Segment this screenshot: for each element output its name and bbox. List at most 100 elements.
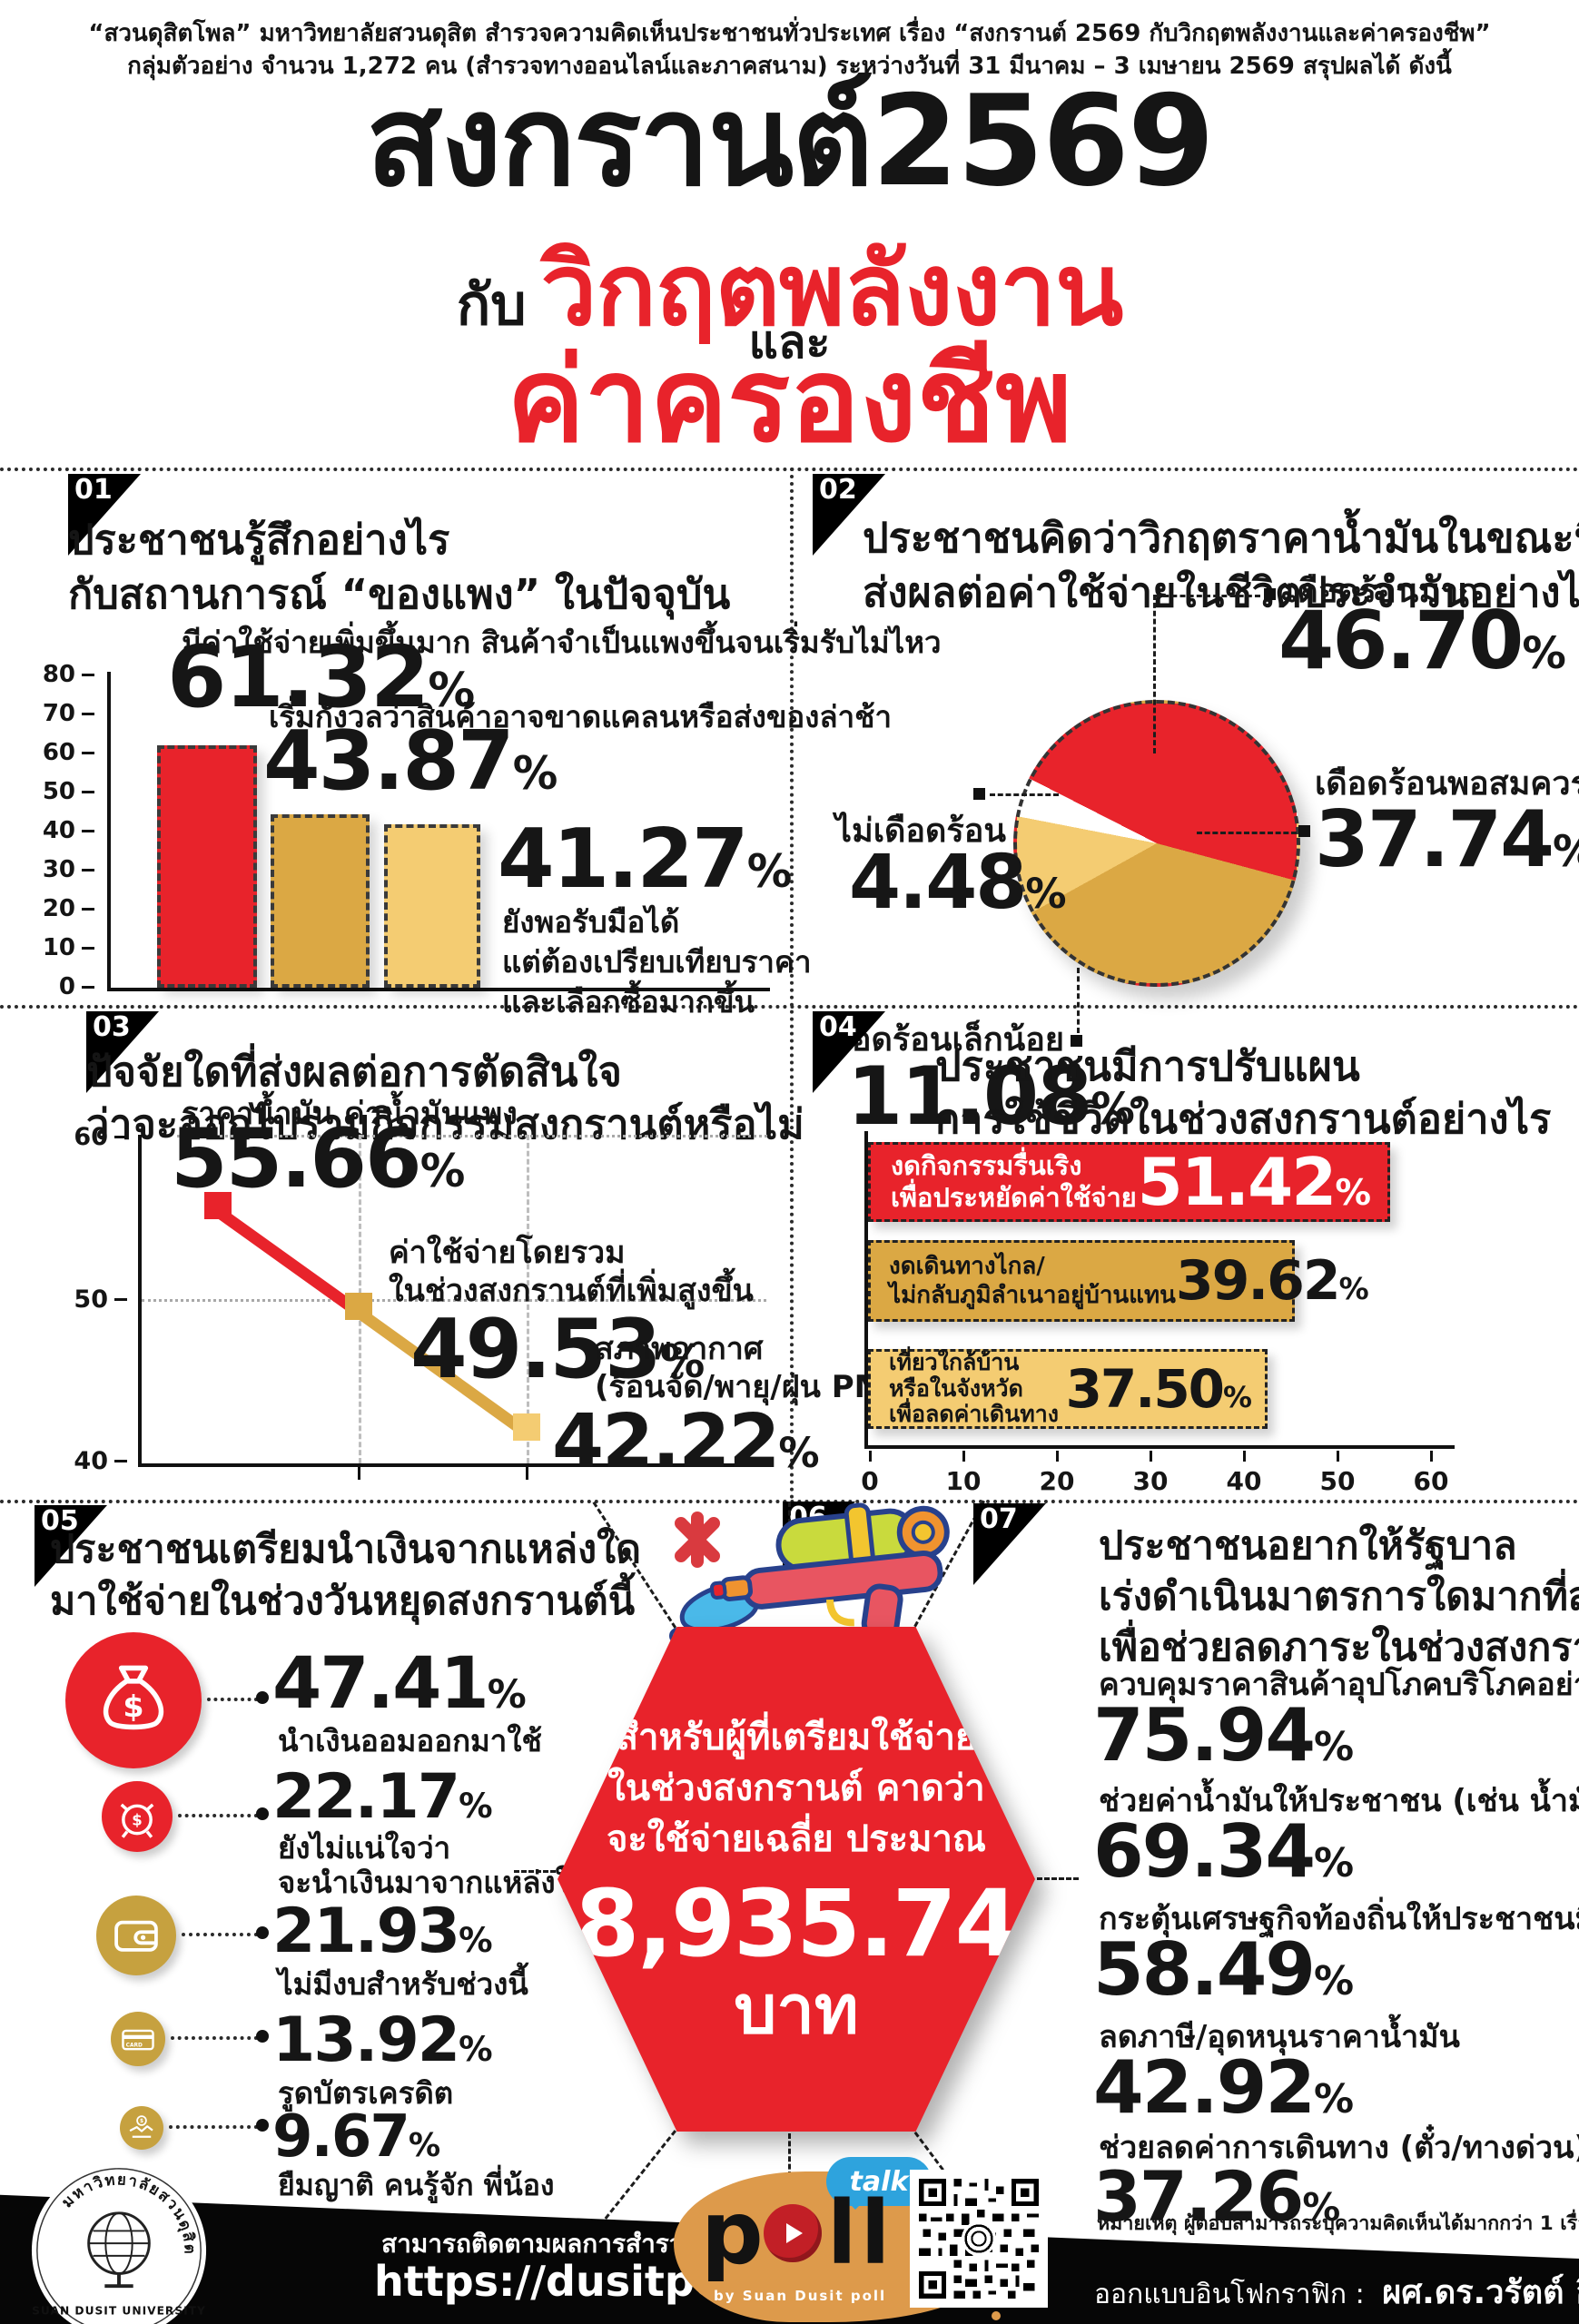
s04-bar1-label-line2: เพื่อประหยัดค่าใช้จ่าย	[891, 1182, 1137, 1213]
s04-bar1-value: 51.42%	[1137, 1144, 1371, 1220]
s01-ytick-30: 30	[27, 856, 94, 883]
s04-bar3-value: 37.50%	[1065, 1358, 1252, 1420]
s01-bar3-label-line3: และเลือกซื้อมากขึ้น	[502, 984, 755, 1019]
section-07-title-line2: เร่งดำเนินมาตรการใดมากที่สุด	[1099, 1574, 1579, 1620]
poll-letter-p: p	[701, 2182, 764, 2284]
qr-code	[910, 2170, 1048, 2308]
s05-item3-value: 21.93%	[272, 1896, 493, 1967]
pie-leader-b	[1197, 832, 1297, 834]
s05-item1-label: นำเงินออมออกมาใช้	[278, 1723, 542, 1758]
s01-bar2-value: 43.87%	[263, 714, 558, 809]
s05-leader-5	[169, 2125, 258, 2129]
pie-value-c: 4.48%	[849, 840, 1067, 926]
s03-y-axis-ticks: 60 50 40	[73, 1123, 127, 1475]
s06-text-line2: ในช่วงสงกรานต์ คาดว่า	[607, 1768, 985, 1810]
s05-item4-value: 13.92%	[272, 2004, 493, 2076]
svg-text:$: $	[123, 1689, 143, 1724]
s07-item2-value: 69.34%	[1093, 1809, 1355, 1894]
s06-bottom-center-dash	[788, 2133, 791, 2177]
s03-point-2	[345, 1293, 372, 1320]
pie-leader-d	[1077, 968, 1080, 1033]
pie-value-b: 37.74%	[1315, 794, 1579, 885]
s04-xtick-10: 10	[943, 1451, 983, 1496]
section-02-title-line1: ประชาชนคิดว่าวิกฤตราคาน้ำมันในขณะนี้	[863, 514, 1579, 562]
s05-item1-value: 47.41%	[272, 1643, 527, 1725]
s05-leader-1	[207, 1698, 258, 1701]
s05-bullet-2	[256, 1807, 269, 1820]
s07-item5-value: 37.26%	[1093, 2156, 1341, 2237]
s04-bar-3: เที่ยวใกล้บ้าน หรือในจังหวัด เพื่อลดค่าเ…	[868, 1349, 1268, 1429]
s03-ytick-40: 40	[73, 1447, 127, 1475]
s04-x-axis	[864, 1445, 1455, 1449]
s05-bullet-1	[256, 1691, 269, 1704]
section-03-title-line1: ปัจจัยใดที่ส่งผลต่อการตัดสินใจ	[86, 1048, 622, 1096]
s03-p2-label-line2: ในช่วงสงกรานต์ที่เพิ่มสูงขึ้น	[389, 1273, 754, 1309]
s01-ytick-80: 80	[27, 661, 94, 688]
section-05-number: 05	[41, 1505, 79, 1537]
section-01-title-line2: กับสถานการณ์ “ของแพง” ในปัจจุบัน	[68, 570, 731, 618]
s06-amount: 8,935.74	[575, 1870, 1019, 1979]
s01-ytick-50: 50	[27, 778, 94, 805]
title-energy-crisis: วิกฤตพลังงาน	[540, 231, 1124, 348]
section-04-number: 04	[819, 1011, 857, 1043]
s05-bullet-3	[256, 1926, 269, 1939]
s01-y-axis-ticks: 80 70 60 50 40 30 20 10 0	[27, 661, 94, 1000]
seal-english-text: SUAN DUSIT UNIVERSITY	[32, 2305, 206, 2318]
s04-bar-2: งดเดินทางไกล/ ไม่กลับภูมิลำเนาอยู่บ้านแท…	[868, 1240, 1369, 1322]
s05-item5-value: 9.67%	[272, 2103, 441, 2171]
s01-bar-lightgold	[384, 824, 480, 988]
divider-top	[0, 468, 1579, 471]
section-01-number: 01	[74, 474, 113, 506]
s06-left-stub	[514, 1870, 556, 1873]
qr-code-icon	[915, 2175, 1042, 2302]
s01-ytick-40: 40	[27, 817, 94, 844]
svg-text:$: $	[140, 2119, 143, 2124]
s01-ytick-10: 10	[27, 934, 94, 961]
s06-right-stub	[1037, 1877, 1079, 1880]
s01-ytick-70: 70	[27, 700, 94, 727]
pie-label-c: ไม่เดือดร้อน	[834, 812, 1006, 850]
poll-logo-drip-2	[992, 2311, 1001, 2320]
svg-text:CARD: CARD	[126, 2043, 143, 2049]
s05-leader-2	[178, 1814, 258, 1817]
s01-bar1-value: 61.32%	[167, 628, 476, 727]
s04-xtick-30: 30	[1130, 1451, 1170, 1496]
s05-item2-value: 22.17%	[272, 1761, 493, 1833]
s04-bar3-label-line3: เพื่อลดค่าเดินทาง	[889, 1401, 1059, 1428]
s04-xtick-40: 40	[1224, 1451, 1264, 1496]
s04-xtick-20: 20	[1037, 1451, 1077, 1496]
talk-label: talk	[849, 2165, 909, 2198]
s04-xtick-60: 60	[1411, 1451, 1451, 1496]
s07-item4-label: ลดภาษี/อุดหนุนราคาน้ำมัน	[1099, 2019, 1460, 2055]
poll-letters-ll: ll	[826, 2182, 894, 2284]
s04-bar3-label-line1: เที่ยวใกล้บ้าน	[889, 1348, 1020, 1375]
average-spend-hexagon: สำหรับผู้ที่เตรียมใช้จ่าย ในช่วงสงกรานต์…	[558, 1627, 1035, 2132]
section-07-number: 07	[980, 1503, 1018, 1535]
university-seal: มหาวิทยาลัยสวนดุสิต SUAN DUSIT UNIVERSIT…	[30, 2162, 208, 2324]
s05-item3-label: ไม่มีงบสำหรับช่วงนี้	[278, 1966, 528, 2002]
s05-item2-label-line1: ยังไม่แน่ใจว่า	[278, 1830, 451, 1866]
s06-text-line3: จะใช้จ่ายเฉลี่ย ประมาณ	[606, 1818, 987, 1861]
s01-ytick-0: 0	[27, 973, 94, 1000]
s04-bar2-value: 39.62%	[1175, 1249, 1369, 1313]
section-04-title-line1: ประชาชนมีการปรับแผน	[935, 1042, 1360, 1090]
s04-y-axis	[864, 1131, 868, 1449]
s05-leader-4	[171, 2036, 258, 2040]
oil-crisis-pie-chart	[1013, 700, 1300, 987]
main-title-line3: และ	[748, 316, 831, 369]
s01-bar-red	[157, 745, 257, 988]
section-05-title-line2: มาใช้จ่ายในช่วงวันหยุดสงกรานต์นี้	[50, 1579, 636, 1624]
pie-value-a: 46.70%	[1278, 594, 1566, 687]
wallet-icon	[114, 1920, 158, 1952]
s03-p3-value: 42.22%	[552, 1399, 820, 1485]
s07-item5-label: ช่วยลดค่าการเดินทาง (ตั๋ว/ทางด่วน)	[1099, 2130, 1579, 2166]
s04-x-axis-ticks: 0 10 20 30 40 50 60	[850, 1451, 1451, 1496]
handshake-icon: $	[129, 2115, 153, 2138]
water-gun-icon	[669, 1502, 950, 1644]
s07-item1-value: 75.94%	[1093, 1693, 1355, 1777]
s05-leader-3	[182, 1933, 258, 1936]
s03-p2-value: 49.53%	[410, 1302, 706, 1397]
s03-xtick-2	[526, 1467, 528, 1480]
section-04-title-line2: การใช้ชีวิตในช่วงสงกรานต์อย่างไร	[935, 1095, 1552, 1143]
